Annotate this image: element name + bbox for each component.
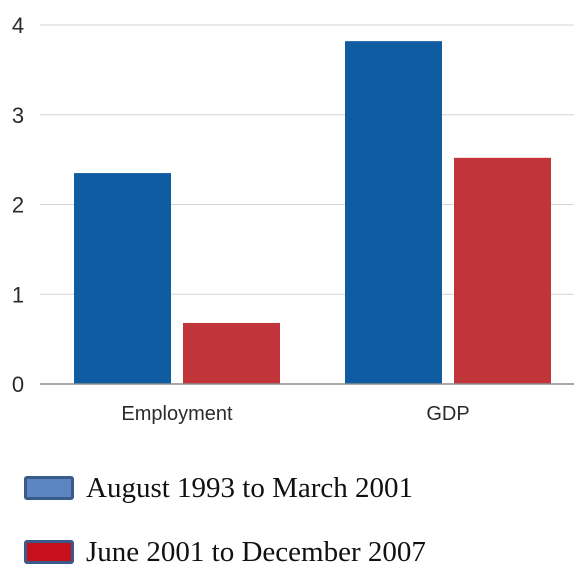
y-tick-label-2: 2	[12, 193, 24, 218]
x-category-label-gdp: GDP	[426, 403, 469, 425]
y-tick-label-1: 1	[12, 282, 24, 307]
bar-gdp-series-2	[454, 157, 551, 384]
y-tick-label-0: 0	[12, 372, 24, 397]
bar-gdp-series-1	[345, 41, 442, 384]
y-tick-label-4: 4	[12, 13, 24, 38]
bars	[74, 41, 551, 384]
x-category-label-employment: Employment	[121, 403, 233, 425]
y-tick-label-3: 3	[12, 103, 24, 128]
labels: 0 1 2 3 4 Employment GDP	[12, 13, 470, 425]
bar-employment-series-1	[74, 173, 171, 384]
bar-employment-series-2	[183, 322, 280, 384]
